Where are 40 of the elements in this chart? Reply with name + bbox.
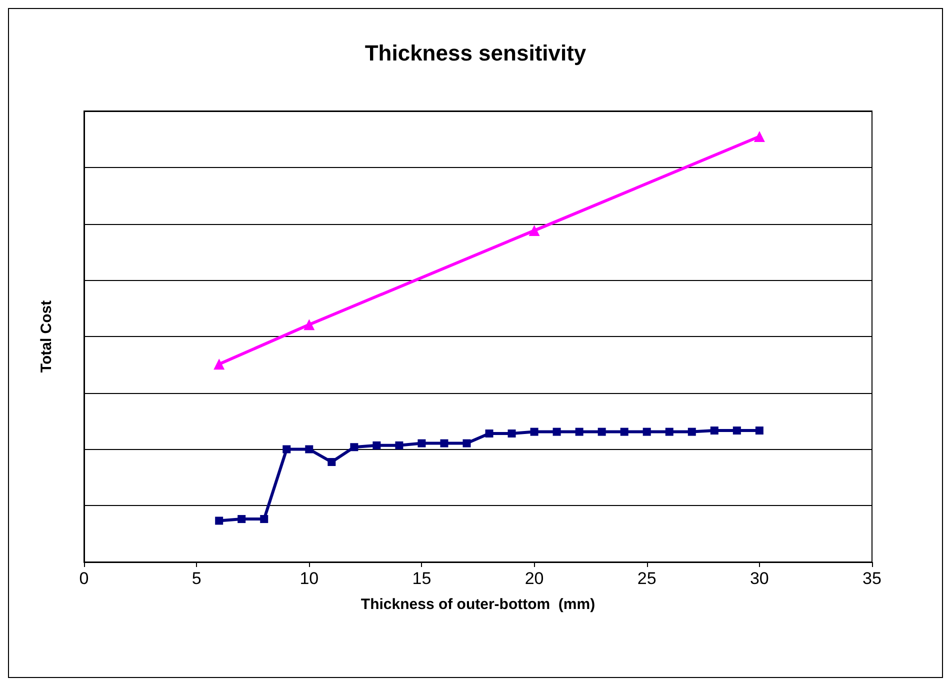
x-tick-label: 20: [524, 569, 544, 588]
point: [350, 443, 358, 452]
point: [440, 439, 448, 448]
point: [620, 428, 628, 436]
point: [418, 439, 426, 448]
point: [215, 516, 224, 525]
point: [372, 441, 381, 450]
x-tick-label: 25: [637, 569, 656, 588]
point: [214, 358, 225, 370]
y-axis-title: Total Cost: [38, 300, 55, 373]
point: [642, 428, 651, 436]
point: [575, 428, 584, 436]
point: [732, 426, 741, 435]
x-tick-label: 30: [750, 569, 769, 588]
point: [304, 319, 315, 330]
x-tick-label: 15: [412, 569, 432, 588]
point: [528, 225, 540, 236]
point: [282, 445, 291, 454]
point: [665, 428, 674, 436]
x-tick-label: 35: [862, 569, 882, 588]
point: [755, 426, 764, 435]
x-tick-label: 0: [79, 569, 89, 588]
point: [598, 428, 606, 436]
point: [552, 428, 561, 436]
x-tick-label: 5: [192, 569, 202, 588]
point: [260, 515, 268, 524]
point: [305, 445, 314, 454]
point: [688, 428, 696, 436]
point: [508, 430, 516, 438]
x-axis-title: Thickness of outer-bottom (mm): [360, 596, 596, 613]
point: [530, 428, 538, 436]
chart-title: Thickness sensitivity: [364, 40, 587, 66]
point: [238, 515, 246, 524]
x-tick-label: 10: [300, 569, 319, 588]
point: [395, 441, 404, 450]
point: [710, 426, 718, 435]
point: [485, 430, 494, 438]
point: [462, 439, 471, 448]
point: [328, 458, 336, 466]
point: [754, 131, 765, 142]
